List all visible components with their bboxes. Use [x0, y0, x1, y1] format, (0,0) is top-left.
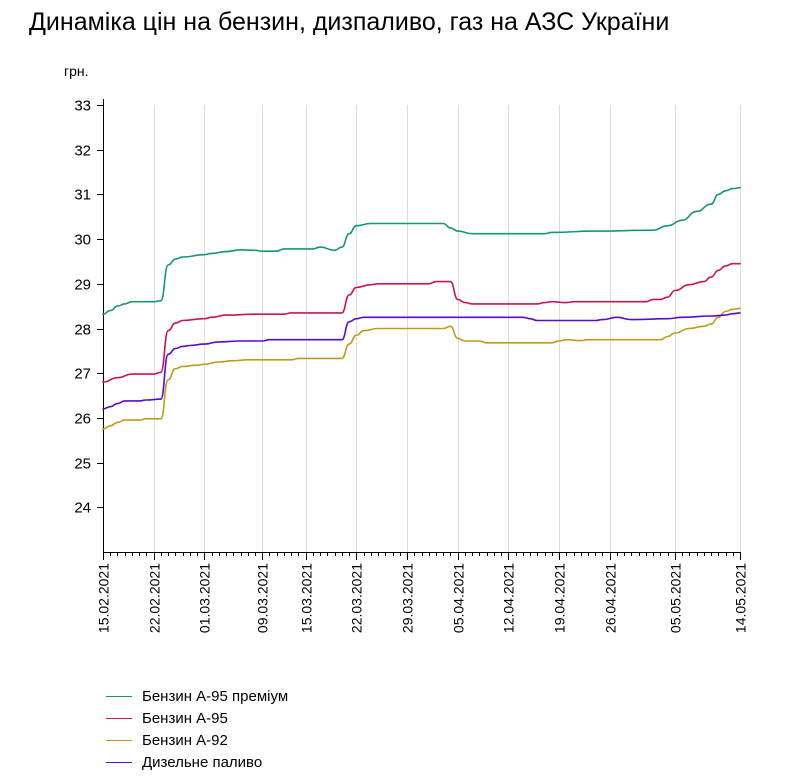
series-lines	[102, 186, 741, 430]
x-tick-label: 01.03.2021	[197, 563, 213, 633]
grid-lines	[103, 105, 741, 552]
y-tick-label: 33	[74, 98, 91, 115]
x-tick-label: 22.03.2021	[349, 563, 365, 633]
x-tick-label: 05.04.2021	[451, 563, 467, 633]
legend-swatch	[106, 761, 132, 763]
y-axis-ticks: 24 25 26 27 28 29 30 31 32 33	[74, 98, 103, 517]
x-tick-label: 12.04.2021	[501, 563, 517, 633]
series-line-0	[102, 186, 741, 315]
x-tick-label: 26.04.2021	[603, 563, 619, 633]
series-line-2	[102, 307, 741, 430]
legend-item: Бензин А-95 преміум	[106, 685, 288, 707]
x-axis-ticks: 15.02.2021 22.02.2021 01.03.2021 09.03.2021…	[96, 552, 749, 633]
axes	[103, 99, 741, 553]
x-tick-label: 19.04.2021	[552, 563, 568, 633]
y-tick-label: 31	[74, 187, 91, 204]
legend-swatch	[106, 717, 132, 719]
legend-label: Бензин А-95 преміум	[142, 687, 289, 705]
y-tick-label: 32	[74, 143, 91, 160]
legend-swatch	[106, 739, 132, 741]
legend-label: Бензин А-95	[142, 709, 228, 727]
x-tick-label: 15.03.2021	[299, 563, 315, 633]
y-tick-label: 25	[74, 456, 91, 473]
legend-item: Бензин А-92	[106, 729, 288, 751]
x-tick-label: 15.02.2021	[96, 563, 112, 633]
legend-item: Бензин А-95	[106, 707, 288, 729]
legend: Бензин А-95 преміум Бензин А-95 Бензин А-9…	[106, 685, 288, 773]
x-tick-label: 22.02.2021	[147, 563, 163, 633]
x-tick-label: 09.03.2021	[255, 563, 271, 633]
y-tick-label: 27	[74, 366, 91, 383]
x-tick-label: 05.05.2021	[668, 563, 684, 633]
legend-item: Дизельне паливо	[106, 751, 288, 773]
x-tick-label: 14.05.2021	[733, 563, 749, 633]
x-tick-label: 29.03.2021	[400, 563, 416, 633]
y-tick-label: 28	[74, 322, 91, 339]
legend-label: Дизельне паливо	[142, 753, 263, 771]
y-tick-label: 24	[74, 500, 91, 517]
legend-swatch	[106, 695, 132, 697]
legend-label: Бензин А-92	[142, 731, 228, 749]
y-axis-unit-label: грн.	[64, 63, 89, 79]
series-line-3	[102, 312, 741, 410]
chart-title: Динаміка цін на бензин, дизпаливо, газ н…	[29, 8, 670, 36]
series-line-1	[102, 262, 741, 383]
y-tick-label: 29	[74, 277, 91, 294]
y-tick-label: 26	[74, 411, 91, 428]
y-tick-label: 30	[74, 232, 91, 249]
